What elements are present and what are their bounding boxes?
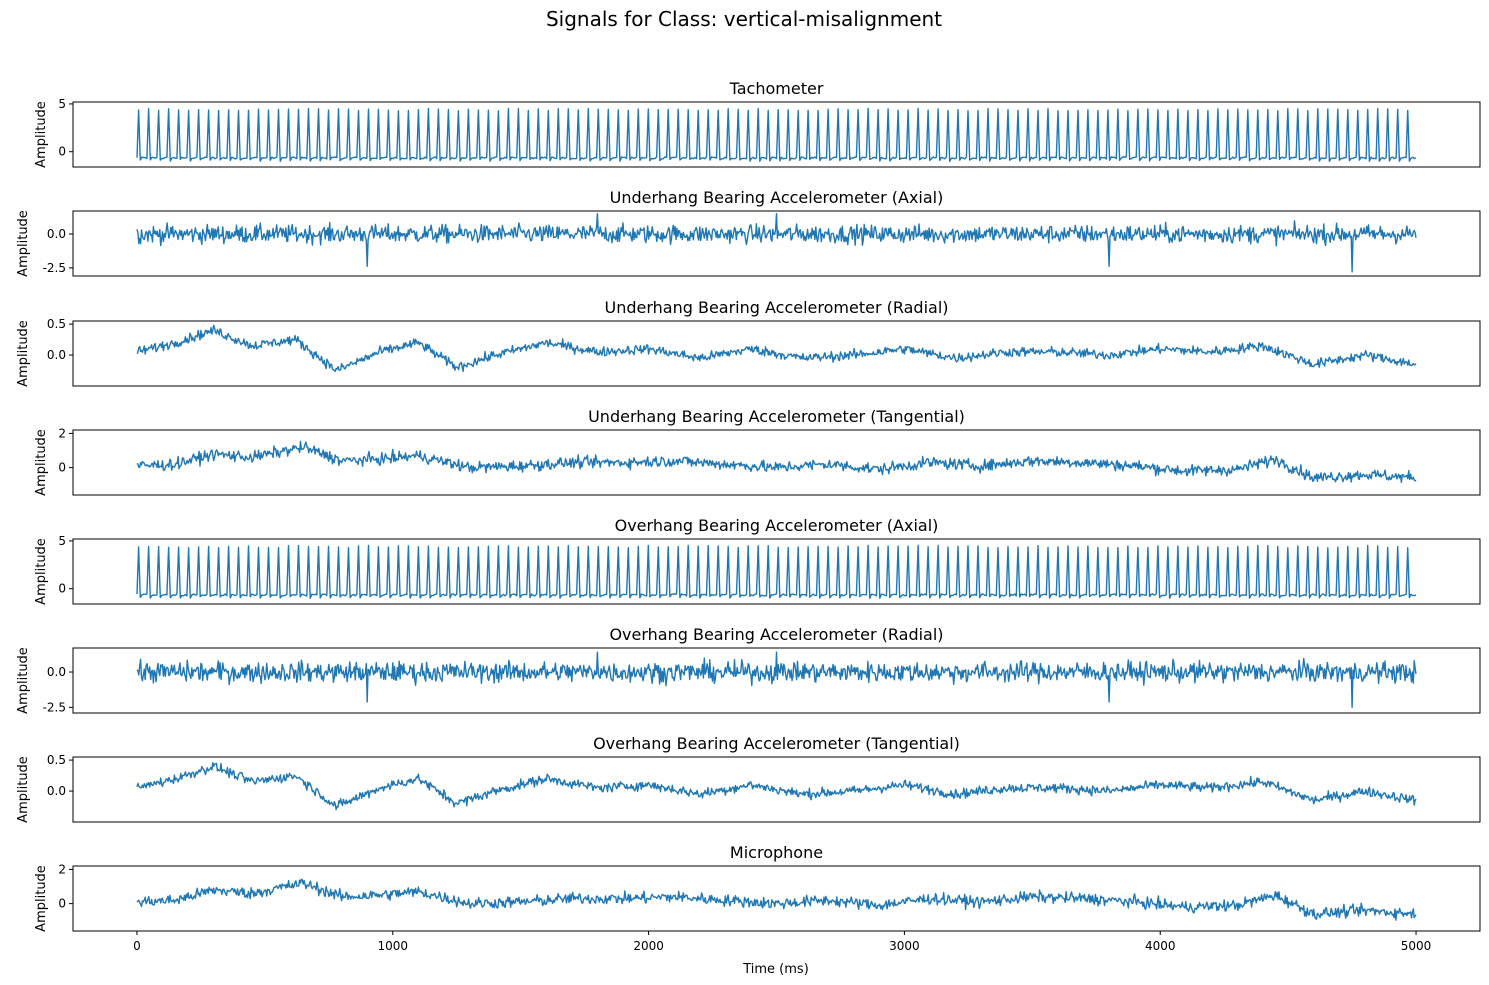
panel-6: Overhang Bearing Accelerometer (Radial) A… xyxy=(16,625,1481,714)
y-tick-label: 0 xyxy=(58,461,66,475)
axes-frame xyxy=(72,429,1481,496)
x-tick-label: 0 xyxy=(133,939,141,953)
panel-7: Overhang Bearing Accelerometer (Tangenti… xyxy=(16,734,1481,823)
y-tick-label: 5 xyxy=(58,97,66,111)
x-axis-label: Time (ms) xyxy=(742,962,809,977)
panel-title: Tachometer xyxy=(729,79,824,98)
y-tick-label: 2 xyxy=(58,426,66,440)
panel-title: Underhang Bearing Accelerometer (Radial) xyxy=(604,298,948,317)
y-axis-label: Amplitude xyxy=(16,210,31,277)
y-tick-label: 0 xyxy=(58,145,66,159)
y-tick-label: -2.5 xyxy=(43,700,66,714)
panel-title: Microphone xyxy=(730,843,823,862)
y-tick-label: 0.0 xyxy=(47,665,66,679)
y-axis-label: Amplitude xyxy=(34,101,49,168)
panel-title: Underhang Bearing Accelerometer (Axial) xyxy=(610,188,944,207)
y-tick-label: 0.0 xyxy=(47,348,66,362)
panel-title: Overhang Bearing Accelerometer (Radial) xyxy=(609,625,943,644)
panel-title: Overhang Bearing Accelerometer (Axial) xyxy=(615,516,939,535)
y-tick-label: 2 xyxy=(58,862,66,876)
series-line xyxy=(136,878,1417,921)
panel-title: Underhang Bearing Accelerometer (Tangent… xyxy=(588,407,965,426)
figure-title: Signals for Class: vertical-misalignment xyxy=(546,7,942,31)
axes-frame xyxy=(72,101,1481,168)
axes-frame xyxy=(72,538,1481,605)
x-tick-label: 2000 xyxy=(633,939,664,953)
y-axis-label: Amplitude xyxy=(34,538,49,605)
x-tick-label: 1000 xyxy=(377,939,408,953)
panels-container: Tachometer Amplitude 5 0 Underhang Bearing A… xyxy=(16,79,1481,953)
y-tick-label: 0.5 xyxy=(47,317,66,331)
axes-frame xyxy=(72,865,1481,932)
y-tick-label: -2.5 xyxy=(43,261,66,275)
axes-frame xyxy=(72,756,1481,823)
x-tick-label: 4000 xyxy=(1145,939,1176,953)
series-line xyxy=(136,440,1417,484)
series-line xyxy=(136,762,1417,811)
y-tick-label: 0.0 xyxy=(47,784,66,798)
series-line xyxy=(136,324,1417,373)
y-tick-label: 0 xyxy=(58,582,66,596)
y-tick-label: 5 xyxy=(58,534,66,548)
panel-2: Underhang Bearing Accelerometer (Axial) A… xyxy=(16,188,1481,277)
y-axis-label: Amplitude xyxy=(16,756,31,823)
series-line xyxy=(136,651,1417,708)
panel-4: Underhang Bearing Accelerometer (Tangent… xyxy=(34,407,1481,496)
x-tick-label: 3000 xyxy=(889,939,920,953)
panel-1: Tachometer Amplitude 5 0 xyxy=(34,79,1481,168)
y-axis-label: Amplitude xyxy=(34,865,49,932)
panel-8: Microphone Amplitude 2 0 0 1000 2000 3000 4000 50… xyxy=(34,843,1481,953)
y-tick-label: 0.0 xyxy=(47,227,66,241)
axes-frame xyxy=(72,647,1481,714)
panel-title: Overhang Bearing Accelerometer (Tangenti… xyxy=(593,734,960,753)
y-axis-label: Amplitude xyxy=(16,647,31,714)
series-line xyxy=(136,213,1417,273)
series-line xyxy=(136,107,1417,162)
axes-frame xyxy=(72,320,1481,387)
y-tick-label: 0.5 xyxy=(47,753,66,767)
y-axis-label: Amplitude xyxy=(16,320,31,387)
x-tick-label: 5000 xyxy=(1401,939,1432,953)
panel-5: Overhang Bearing Accelerometer (Axial) Am… xyxy=(34,516,1481,605)
y-axis-label: Amplitude xyxy=(34,429,49,496)
y-tick-label: 0 xyxy=(58,897,66,911)
panel-3: Underhang Bearing Accelerometer (Radial)… xyxy=(16,298,1481,387)
axes-frame xyxy=(72,210,1481,277)
series-line xyxy=(136,544,1417,599)
